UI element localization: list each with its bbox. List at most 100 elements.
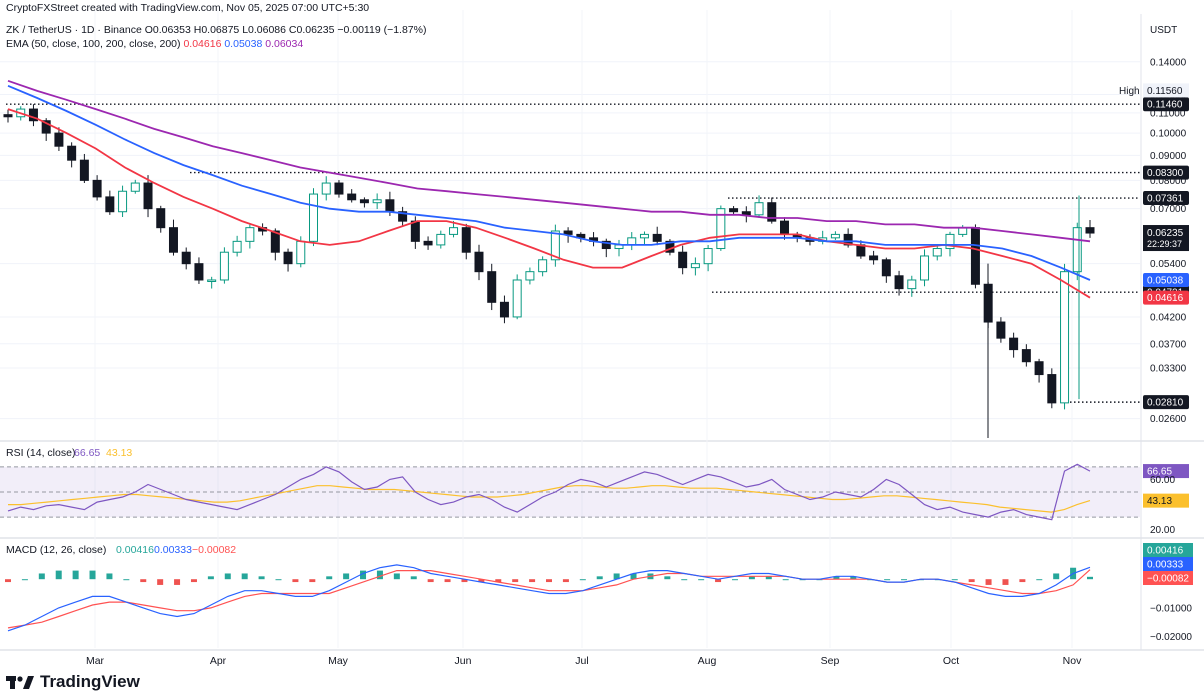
candle-body	[347, 193, 357, 201]
candle-body	[410, 220, 420, 242]
rsi-ma-axis-value: 43.13	[1147, 496, 1172, 507]
macd-value-tag	[1143, 571, 1193, 585]
high-tag	[1143, 83, 1189, 98]
candle-body	[729, 208, 739, 213]
ema50-line	[7, 108, 1091, 299]
ema-value-tag	[1143, 290, 1189, 305]
price-tick-label: 0.05400	[1150, 259, 1187, 270]
level-tag	[1143, 191, 1189, 206]
candle-body	[970, 227, 980, 285]
candle-body	[372, 199, 382, 204]
candle-body	[907, 279, 917, 290]
candle-body	[525, 271, 535, 281]
candle-body	[423, 240, 433, 246]
macd-hist-bar	[478, 579, 485, 583]
macd-hist-bar	[495, 579, 502, 583]
macd-hist-bar	[72, 570, 79, 580]
candle-body	[652, 233, 662, 242]
macd-hist-bar	[596, 576, 603, 580]
candle-body	[54, 132, 64, 147]
candles-group	[3, 104, 1095, 410]
candle-body	[321, 182, 331, 195]
candle-body	[932, 248, 942, 257]
candle-body	[245, 227, 255, 242]
candle-body	[512, 279, 522, 318]
macd-hist-bar	[1036, 579, 1043, 581]
tradingview-brand: TradingView	[6, 672, 140, 692]
macd-hist-bar	[765, 576, 772, 580]
macd-axis-value: 0.00333	[1147, 560, 1184, 571]
candle-body	[958, 227, 968, 235]
candle-body	[703, 248, 713, 265]
macd-hist-bar	[461, 579, 468, 583]
candle-body	[143, 182, 153, 210]
candle-body	[385, 199, 395, 213]
candle-body	[398, 211, 408, 222]
macd-hist-bar	[951, 579, 958, 581]
rsi-tick-label: 60.00	[1150, 475, 1175, 486]
macd-hist-bar	[664, 576, 671, 580]
x-tick-label: Jun	[455, 655, 472, 667]
candle-body	[1072, 227, 1082, 273]
macd-hist-bar	[410, 576, 417, 580]
price-tick-label: 0.09000	[1150, 151, 1187, 162]
macd-hist-bar	[5, 579, 11, 583]
candle-body	[156, 208, 166, 229]
macd-hist-bar	[579, 579, 586, 581]
candle-body	[1060, 271, 1070, 404]
macd-hist-bar	[985, 579, 992, 585]
candle-body	[1034, 361, 1044, 376]
price-tick-label: 0.10000	[1150, 129, 1187, 140]
candle-body	[563, 230, 573, 235]
macd-hist-bar	[444, 579, 451, 583]
ema100-line	[7, 84, 1091, 281]
macd-hist-bar	[190, 579, 197, 583]
candle-body	[716, 208, 726, 250]
rsi-line	[7, 463, 1091, 521]
macd-title: MACD (12, 26, close)	[6, 544, 106, 556]
candle-body	[118, 190, 128, 213]
macd-hist-bar	[833, 576, 840, 580]
ema100-value: 0.05038	[224, 38, 263, 50]
price-tick-label: 0.03300	[1150, 364, 1187, 375]
macd-tick-label: −0.02000	[1150, 632, 1192, 643]
candle-body	[449, 227, 459, 235]
macd-hist-bar	[546, 579, 552, 583]
macd-hist-bar	[782, 579, 789, 581]
candle-body	[1047, 374, 1057, 404]
price-tick-label: 0.07000	[1150, 204, 1187, 215]
macd-hist-bar	[850, 576, 857, 580]
macd-hist-bar	[884, 579, 891, 581]
macd-hist-bar	[562, 579, 569, 583]
ema-value-label: 0.05038	[1147, 275, 1184, 286]
credit-line: CryptoFXStreet created with TradingView.…	[6, 2, 370, 14]
price-tick-label: 0.11000	[1150, 108, 1186, 119]
x-tick-label: May	[328, 655, 349, 667]
candle-body	[461, 227, 471, 253]
macd-value-signal: −0.00082	[192, 544, 236, 556]
macd-hist-bar	[343, 573, 350, 580]
candle-body	[754, 202, 764, 216]
macd-hist-bar	[748, 576, 755, 580]
last-price-label: 0.06235	[1147, 228, 1184, 239]
macd-hist-bar	[512, 579, 519, 583]
rsi-ma-tag	[1143, 493, 1189, 508]
macd-hist-bar	[376, 570, 383, 580]
macd-hist-bar	[1019, 579, 1026, 583]
candle-body	[232, 240, 242, 253]
high-value: 0.11560	[1147, 86, 1183, 97]
macd-hist-bar	[55, 570, 62, 580]
candle-body	[296, 240, 306, 265]
level-tag	[1143, 395, 1189, 410]
macd-hist-bar	[38, 573, 45, 580]
macd-hist-bar	[715, 579, 722, 583]
macd-hist-bar	[140, 579, 147, 583]
x-tick-label: Apr	[210, 655, 227, 667]
macd-hist-bar	[427, 579, 434, 583]
candle-body	[92, 179, 102, 198]
x-tick-label: Sep	[821, 655, 840, 667]
macd-axis-value: 0.00416	[1147, 546, 1184, 557]
candle-body	[678, 251, 688, 269]
candle-body	[1085, 227, 1095, 234]
